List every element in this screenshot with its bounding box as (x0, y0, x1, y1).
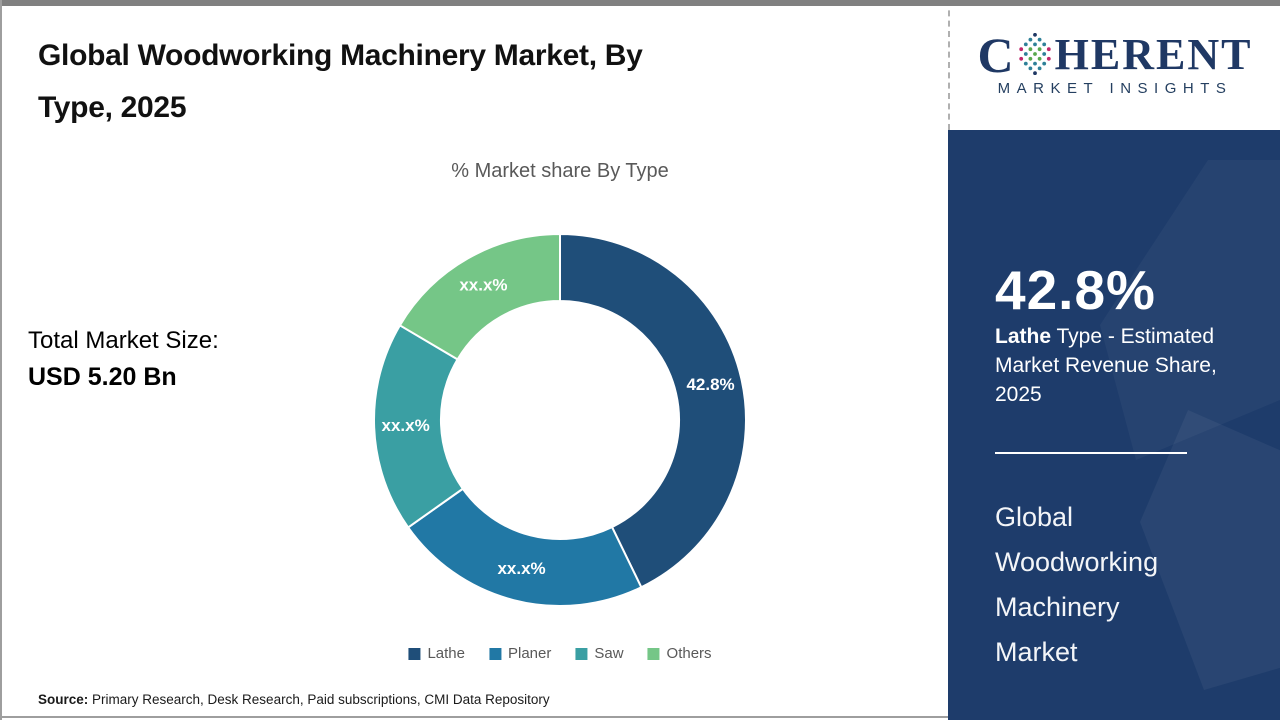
page-title: Global Woodworking Machinery Market, By … (38, 30, 868, 134)
chart-legend: Lathe Planer Saw Others (408, 645, 712, 662)
logo-letters-rest: HERENT (1054, 30, 1253, 79)
sidebar-panel: 42.8% Lathe Type - Estimated Market Reve… (948, 130, 1280, 720)
sidebar-stat-value: 42.8% (995, 259, 1156, 321)
logo-subtitle: MARKET INSIGHTS (997, 80, 1233, 97)
donut-slice-planer (407, 487, 643, 607)
total-market-size-value: USD 5.20 Bn (28, 363, 177, 391)
legend-item-lathe: Lathe (408, 645, 465, 662)
page-title-line1: Global Woodworking Machinery Market, By (38, 39, 643, 72)
source-label: Source: (38, 692, 89, 707)
brand-logo-area: C HERENT MARKET INSIGHTS (948, 0, 1280, 130)
legend-swatch-icon (488, 647, 501, 660)
legend-swatch-icon (408, 647, 421, 660)
chart-title: % Market share By Type (451, 160, 669, 182)
chart-panel: Global Woodworking Machinery Market, By … (28, 30, 868, 707)
logo-letter-c: C (977, 27, 1014, 83)
sidebar-stat-text: Type - Estimated Market Revenue Share, 2… (995, 325, 1217, 406)
brand-logo: C HERENT (977, 27, 1253, 83)
donut-chart: 42.8% xx.x% xx.x% xx.x% (360, 220, 760, 620)
legend-swatch-icon (647, 647, 660, 660)
donut-slice-lathe (559, 233, 747, 589)
left-border-line (0, 0, 2, 720)
sidebar-divider (995, 452, 1187, 454)
top-border-bar (0, 0, 1280, 6)
legend-label: Lathe (427, 645, 465, 662)
legend-label: Planer (507, 645, 552, 662)
total-market-size-label: Total Market Size: (28, 327, 219, 354)
slice-label-others: xx.x% (459, 275, 507, 294)
total-market-size: Total Market Size: USD 5.20 Bn (28, 325, 219, 397)
donut-slice-others (398, 233, 561, 361)
legend-label: Others (666, 645, 712, 662)
sidebar-market-name: Global Woodworking Machinery Market (995, 502, 1159, 667)
legend-item-planer: Planer (488, 645, 552, 662)
legend-label: Saw (594, 645, 624, 662)
source-text: Primary Research, Desk Research, Paid su… (88, 692, 550, 707)
source-note: Source: Primary Research, Desk Research,… (38, 692, 550, 707)
slice-label-planer: xx.x% (497, 559, 545, 578)
slice-label-lathe: 42.8% (686, 375, 734, 394)
bottom-border-line (0, 716, 948, 718)
page-title-line2: Type, 2025 (38, 91, 187, 124)
legend-item-saw: Saw (575, 645, 624, 662)
legend-swatch-icon (575, 647, 588, 660)
sidebar-stat-segment: Lathe (995, 325, 1052, 348)
sidebar-stat-description: Lathe Type - Estimated Market Revenue Sh… (995, 322, 1237, 409)
legend-item-others: Others (647, 645, 712, 662)
coherent-globe-icon (1018, 33, 1051, 75)
donut-chart-svg: 42.8% xx.x% xx.x% xx.x% (373, 233, 747, 607)
slice-label-saw: xx.x% (382, 416, 430, 435)
